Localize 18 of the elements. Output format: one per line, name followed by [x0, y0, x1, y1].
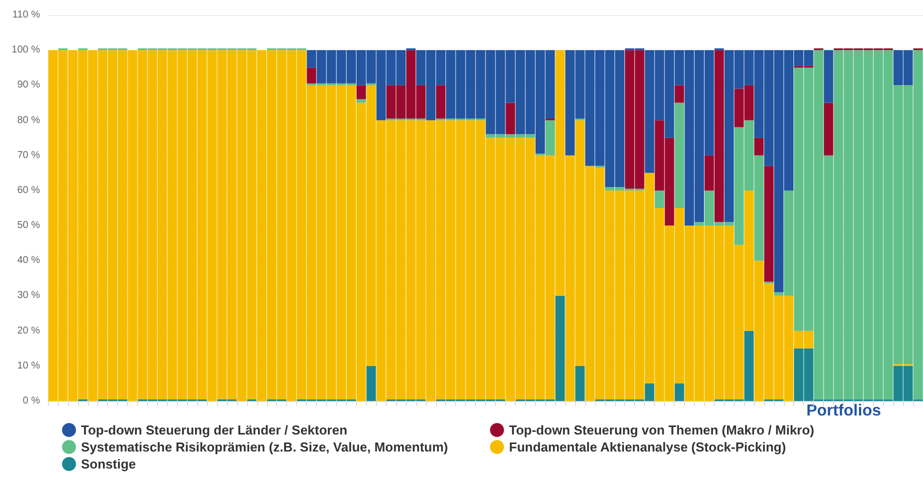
y-tick-label: 30 %: [17, 290, 40, 302]
y-tick-label: 20 %: [17, 325, 40, 336]
y-tick-label: 80 %: [17, 114, 40, 126]
y-tick-label: 110 %: [12, 10, 40, 20]
y-tick-label: 50 %: [17, 220, 40, 232]
legend-label: Systematische Risikoprämien (z.B. Size, Value, Momentum): [81, 440, 448, 454]
legend-label: Sonstige: [81, 456, 136, 472]
y-tick-label: 90 %: [17, 80, 40, 91]
y-tick-label: 100 %: [12, 44, 40, 56]
y-tick-label: 60 %: [17, 184, 40, 196]
y-tick-label: 10 %: [17, 360, 40, 372]
y-tick-label: 70 %: [17, 150, 40, 161]
y-tick-label: 0 %: [22, 396, 40, 406]
legend-label: Fundamentale Aktienanalyse (Stock-Picking): [509, 440, 786, 454]
legend-label: Top-down Steuerung der Länder / Sektoren: [81, 422, 348, 438]
x-axis-title: Portfolios: [806, 402, 882, 420]
y-tick-label: 40 %: [17, 255, 40, 266]
legend-label: Top-down Steuerung von Themen (Makro / Mikro): [509, 422, 814, 438]
